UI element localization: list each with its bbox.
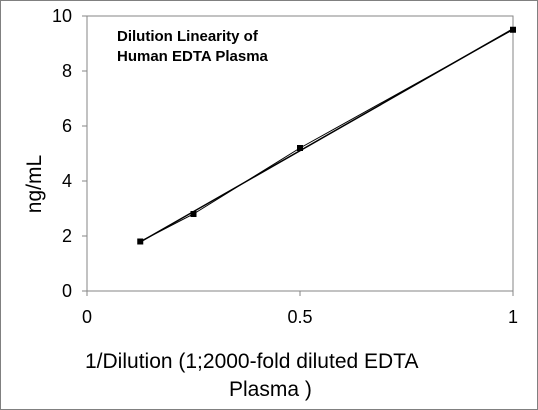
- y-tick-label: 2: [62, 226, 72, 246]
- chart-title-line-1: Dilution Linearity of: [117, 28, 259, 45]
- y-axis-label: ng/mL: [23, 155, 46, 213]
- data-point-marker: [510, 26, 516, 33]
- series-layer: [137, 26, 516, 245]
- x-axis-label-line-2: Plasma ): [229, 378, 312, 401]
- chart-title-line-2: Human EDTA Plasma: [117, 48, 269, 65]
- y-axis-ticks: 0 2 4 6 8 10: [52, 6, 87, 301]
- x-axis-ticks: 0 0.5 1: [82, 291, 518, 327]
- data-point-marker: [190, 211, 197, 217]
- y-tick-label: 8: [62, 61, 72, 81]
- x-tick-label: 0.5: [287, 307, 312, 327]
- data-point-marker: [137, 238, 144, 245]
- y-tick-label: 0: [62, 281, 72, 301]
- series-line: [140, 29, 514, 242]
- data-point-marker: [297, 145, 303, 151]
- y-tick-label: 4: [62, 171, 72, 191]
- plot-area: [86, 15, 514, 292]
- y-tick-label: 10: [52, 6, 72, 26]
- y-tick-label: 6: [62, 116, 72, 136]
- x-tick-label: 1: [508, 307, 518, 327]
- x-tick-label: 0: [82, 307, 92, 327]
- x-axis-label-line-1: 1/Dilution (1;2000-fold diluted EDTA: [85, 350, 418, 373]
